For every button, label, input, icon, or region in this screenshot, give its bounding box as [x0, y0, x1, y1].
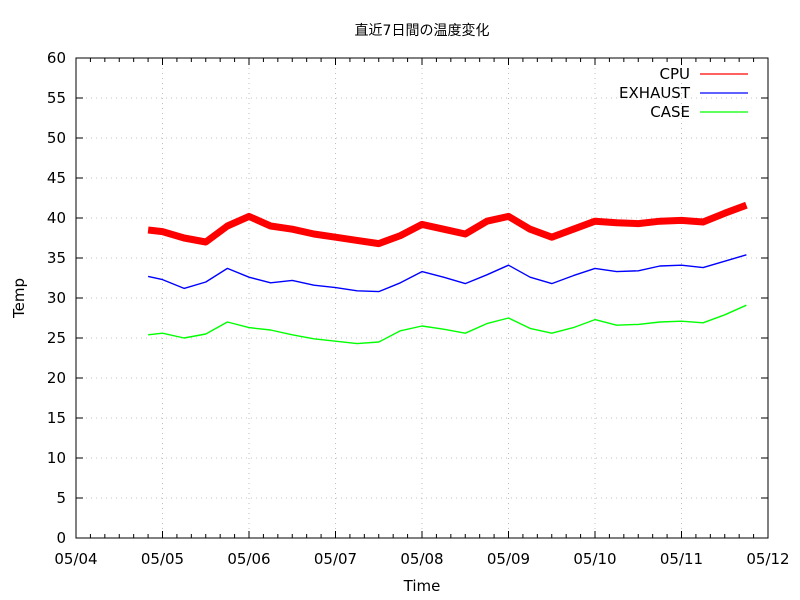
x-axis-label: Time — [403, 577, 441, 595]
series-case-line — [148, 304, 747, 345]
y-tick-label: 55 — [47, 89, 66, 107]
x-tick-label: 05/07 — [314, 550, 357, 568]
x-tick-label: 05/11 — [660, 550, 703, 568]
y-tick-label: 50 — [47, 129, 66, 147]
y-tick-label: 35 — [47, 249, 66, 267]
y-tick-label: 60 — [47, 49, 66, 67]
x-tick-label: 05/08 — [400, 550, 443, 568]
y-tick-label: 5 — [56, 489, 66, 507]
y-tick-label: 0 — [56, 529, 66, 547]
x-tick-label: 05/04 — [54, 550, 97, 568]
legend-label-case: CASE — [650, 103, 690, 121]
legend-label-cpu: CPU — [660, 65, 691, 83]
ticks: 0 5 10 15 20 25 30 35 40 45 50 55 60 05/04 05/05 05/06 0… — [47, 49, 790, 568]
x-tick-label: 05/09 — [487, 550, 530, 568]
x-tick-label: 05/12 — [746, 550, 789, 568]
grid — [76, 58, 768, 538]
x-tick-label: 05/06 — [227, 550, 270, 568]
legend-label-exhaust: EXHAUST — [619, 84, 691, 102]
y-axis-label: Temp — [10, 278, 28, 319]
series-cpu-line — [147, 201, 748, 248]
y-tick-label: 10 — [47, 449, 66, 467]
y-tick-label: 40 — [47, 209, 66, 227]
y-tick-label: 20 — [47, 369, 66, 387]
series-exhaust-line — [147, 254, 747, 293]
x-tick-label: 05/10 — [573, 550, 616, 568]
y-tick-label: 15 — [47, 409, 66, 427]
series-layer — [147, 201, 748, 345]
y-tick-label: 25 — [47, 329, 66, 347]
y-tick-label: 30 — [47, 289, 66, 307]
x-tick-label: 05/05 — [141, 550, 184, 568]
y-tick-label: 45 — [47, 169, 66, 187]
chart-title: 直近7日間の温度変化 — [355, 22, 490, 39]
